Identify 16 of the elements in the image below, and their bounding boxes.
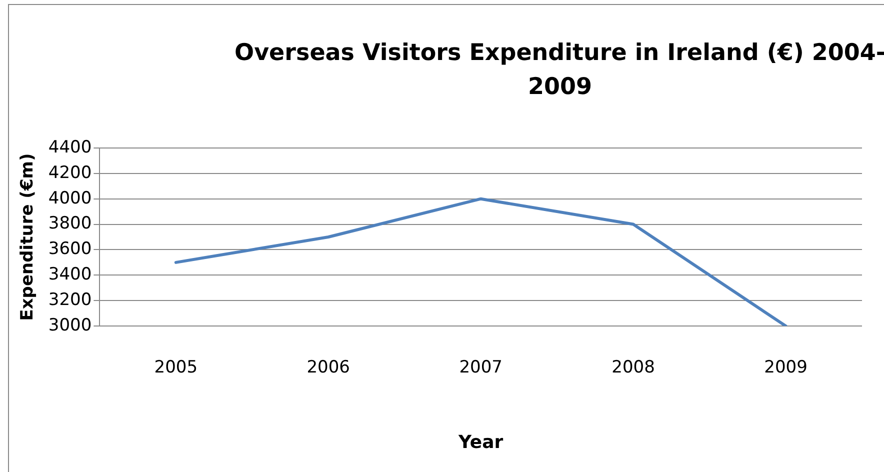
y-tick-label: 3000	[48, 315, 92, 336]
y-tick-label: 3800	[48, 214, 92, 234]
y-tick-label: 3600	[48, 239, 92, 260]
y-axis-title: Expenditure (€m)	[18, 153, 38, 321]
x-tick-label: 2007	[459, 358, 502, 378]
x-axis-title: Year	[458, 432, 504, 453]
chart-title: Overseas Visitors Expenditure in Ireland (€) 2004-2009	[234, 39, 884, 102]
y-tick-label: 3200	[48, 290, 92, 310]
x-tick-label: 2005	[154, 358, 198, 378]
y-tick-label: 4400	[48, 137, 92, 158]
x-tick-label: 2009	[764, 358, 808, 378]
y-tick-label: 4000	[48, 188, 92, 208]
y-tick-label: 4200	[48, 162, 92, 183]
x-tick-label: 2006	[306, 358, 350, 378]
x-tick-label: 2008	[612, 358, 655, 378]
y-tick-label: 3400	[48, 264, 92, 285]
